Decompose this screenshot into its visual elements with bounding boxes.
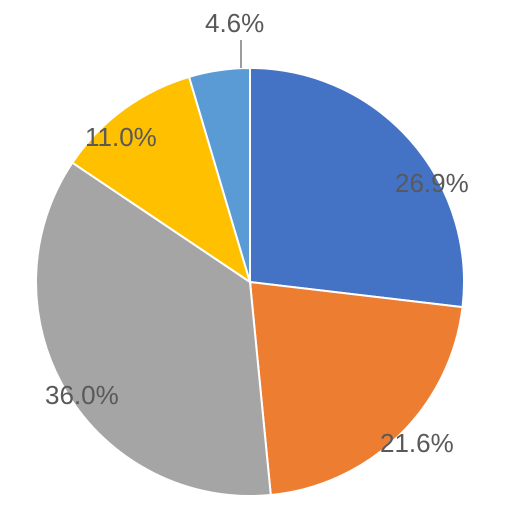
slice-label-0: 26.9% — [395, 168, 469, 199]
slice-label-2: 36.0% — [45, 380, 119, 411]
pie-chart: 26.9% 21.6% 36.0% 11.0% 4.6% — [0, 0, 520, 520]
pie-slice-1 — [250, 282, 463, 495]
slice-label-4: 4.6% — [205, 8, 264, 39]
slice-label-1: 21.6% — [380, 428, 454, 459]
slice-label-3: 11.0% — [85, 122, 157, 153]
